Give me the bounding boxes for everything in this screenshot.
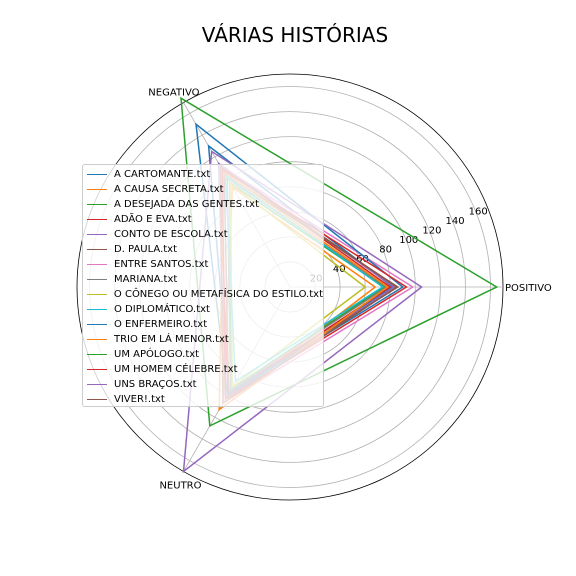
- radial-tick-label: 160: [469, 206, 488, 217]
- axis-label: NEGATIVO: [148, 88, 199, 99]
- legend-swatch: [87, 174, 107, 175]
- legend-item: MARIANA.txt: [87, 272, 323, 287]
- legend: A CARTOMANTE.txt A CAUSA SECRETA.txt A DES…: [82, 164, 324, 407]
- legend-label: UM APÓLOGO.txt: [114, 349, 200, 360]
- legend-item: A CAUSA SECRETA.txt: [87, 182, 323, 197]
- legend-label: VIVER!.txt: [114, 394, 165, 405]
- legend-label: ENTRE SANTOS.txt: [114, 259, 209, 270]
- legend-swatch: [87, 204, 107, 205]
- legend-label: O CÔNEGO OU METAFÍSICA DO ESTILO.txt: [113, 289, 323, 300]
- radial-tick-label: 100: [399, 235, 418, 246]
- legend-item: VIVER!.txt: [87, 392, 323, 407]
- axis-label: NEUTRO: [159, 480, 201, 491]
- legend-swatch: [87, 264, 107, 265]
- legend-swatch: [87, 339, 107, 340]
- legend-swatch: [87, 354, 107, 355]
- legend-swatch: [87, 399, 107, 400]
- legend-label: MARIANA.txt: [114, 274, 178, 285]
- legend-label: ADÃO E EVA.txt: [114, 214, 192, 225]
- legend-item: O ENFERMEIRO.txt: [87, 317, 323, 332]
- legend-item: ENTRE SANTOS.txt: [87, 257, 323, 272]
- legend-swatch: [87, 189, 107, 190]
- legend-item: UNS BRAÇOS.txt: [87, 377, 323, 392]
- legend-item: O CÔNEGO OU METAFÍSICA DO ESTILO.txt: [87, 287, 323, 302]
- axis-label: POSITIVO: [505, 283, 552, 294]
- legend-swatch: [87, 309, 107, 310]
- legend-label: D. PAULA.txt: [114, 244, 178, 255]
- legend-swatch: [87, 294, 107, 295]
- chart-title: VÁRIAS HISTÓRIAS: [202, 23, 388, 47]
- legend-swatch: [87, 234, 107, 235]
- legend-swatch: [87, 249, 107, 250]
- legend-swatch: [87, 279, 107, 280]
- legend-swatch: [87, 219, 107, 220]
- legend-label: A DESEJADA DAS GENTES.txt: [114, 199, 260, 210]
- legend-item: TRIO EM LÁ MENOR.txt: [87, 332, 323, 347]
- legend-label: UM HOMEM CÉLEBRE.txt: [114, 364, 238, 375]
- radial-tick-label: 40: [333, 264, 346, 275]
- legend-swatch: [87, 369, 107, 370]
- legend-label: O DIPLOMÁTICO.txt: [114, 304, 210, 315]
- legend-label: CONTO DE ESCOLA.txt: [114, 229, 228, 240]
- legend-item: O DIPLOMÁTICO.txt: [87, 302, 323, 317]
- radial-tick-label: 120: [422, 225, 441, 236]
- legend-label: A CARTOMANTE.txt: [114, 169, 211, 180]
- legend-item: D. PAULA.txt: [87, 242, 323, 257]
- legend-item: ADÃO E EVA.txt: [87, 212, 323, 227]
- radial-tick-label: 140: [446, 216, 465, 227]
- legend-item: CONTO DE ESCOLA.txt: [87, 227, 323, 242]
- legend-label: UNS BRAÇOS.txt: [114, 379, 197, 390]
- legend-item: UM APÓLOGO.txt: [87, 347, 323, 362]
- legend-item: UM HOMEM CÉLEBRE.txt: [87, 362, 323, 377]
- legend-label: TRIO EM LÁ MENOR.txt: [114, 334, 229, 345]
- legend-item: A DESEJADA DAS GENTES.txt: [87, 197, 323, 212]
- axis-label-layer: POSITIVO NEGATIVO NEUTRO: [148, 88, 552, 492]
- legend-item: A CARTOMANTE.txt: [87, 167, 323, 182]
- legend-label: O ENFERMEIRO.txt: [114, 319, 208, 330]
- legend-swatch: [87, 324, 107, 325]
- radial-tick-label: 80: [379, 245, 392, 256]
- legend-swatch: [87, 384, 107, 385]
- legend-label: A CAUSA SECRETA.txt: [114, 184, 224, 195]
